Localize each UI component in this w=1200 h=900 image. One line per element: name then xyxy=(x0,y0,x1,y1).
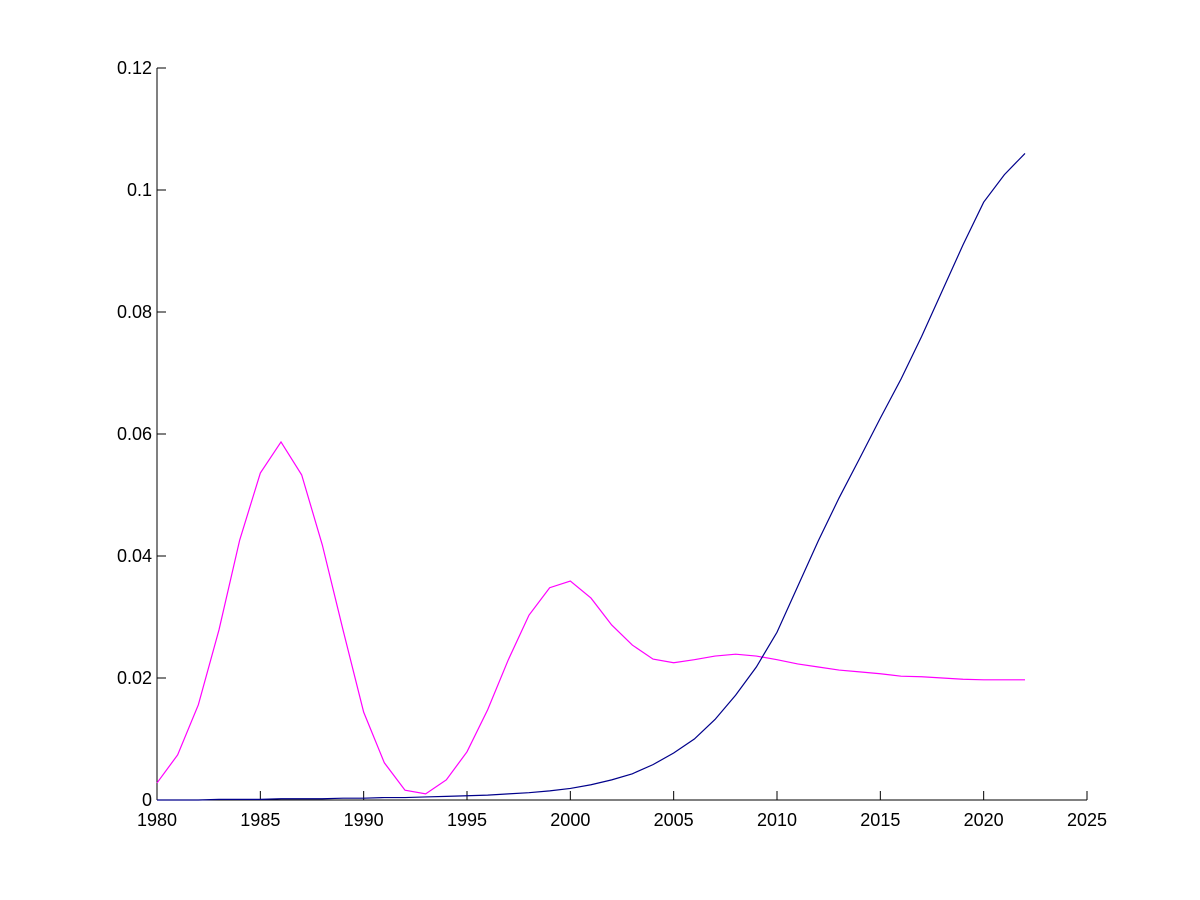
y-tick-label: 0.02 xyxy=(117,668,152,688)
x-tick-label: 2020 xyxy=(964,810,1004,830)
x-tick-label: 2005 xyxy=(654,810,694,830)
x-tick-label: 2015 xyxy=(860,810,900,830)
x-tick-label: 1985 xyxy=(240,810,280,830)
x-tick-label: 1990 xyxy=(344,810,384,830)
y-tick-label: 0.06 xyxy=(117,424,152,444)
x-tick-label: 1995 xyxy=(447,810,487,830)
y-tick-label: 0.04 xyxy=(117,546,152,566)
y-tick-label: 0.1 xyxy=(127,180,152,200)
x-tick-label: 2000 xyxy=(550,810,590,830)
series-line xyxy=(157,152,1026,801)
x-tick-label: 2025 xyxy=(1067,810,1107,830)
y-tick-label: 0.08 xyxy=(117,302,152,322)
y-tick-label: 0 xyxy=(142,790,152,810)
x-tick-label: 2010 xyxy=(757,810,797,830)
y-tick-label: 0.12 xyxy=(117,58,152,78)
series-line xyxy=(156,440,1025,795)
x-tick-label: 1980 xyxy=(137,810,177,830)
